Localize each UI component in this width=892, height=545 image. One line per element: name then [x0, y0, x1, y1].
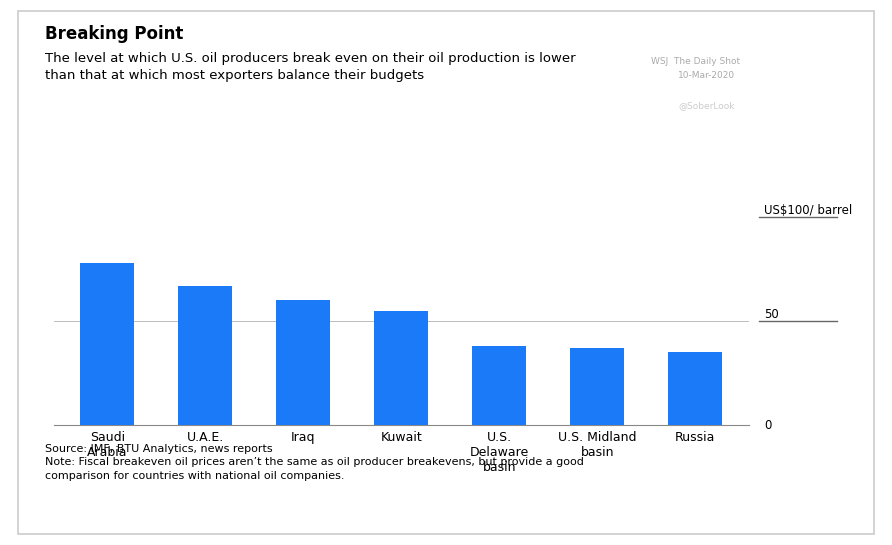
Text: Breaking Point: Breaking Point	[45, 25, 183, 43]
Bar	[80, 263, 135, 425]
Bar	[571, 348, 624, 425]
Text: 0: 0	[764, 419, 772, 432]
Text: Source: IMF, BTU Analytics, news reports
Note: Fiscal breakeven oil prices aren’: Source: IMF, BTU Analytics, news reports…	[45, 444, 583, 481]
Text: US$100/ barrel: US$100/ barrel	[764, 204, 852, 217]
Bar	[178, 286, 232, 425]
Bar	[375, 311, 428, 425]
Bar	[277, 300, 330, 425]
Text: 10-Mar-2020: 10-Mar-2020	[678, 71, 735, 80]
Bar	[668, 352, 723, 425]
Text: 50: 50	[764, 308, 779, 321]
Text: WSJ  The Daily Shot: WSJ The Daily Shot	[651, 57, 740, 66]
Bar	[473, 346, 526, 425]
Text: The level at which U.S. oil producers break even on their oil production is lowe: The level at which U.S. oil producers br…	[45, 52, 575, 82]
Text: @SoberLook: @SoberLook	[678, 101, 734, 110]
